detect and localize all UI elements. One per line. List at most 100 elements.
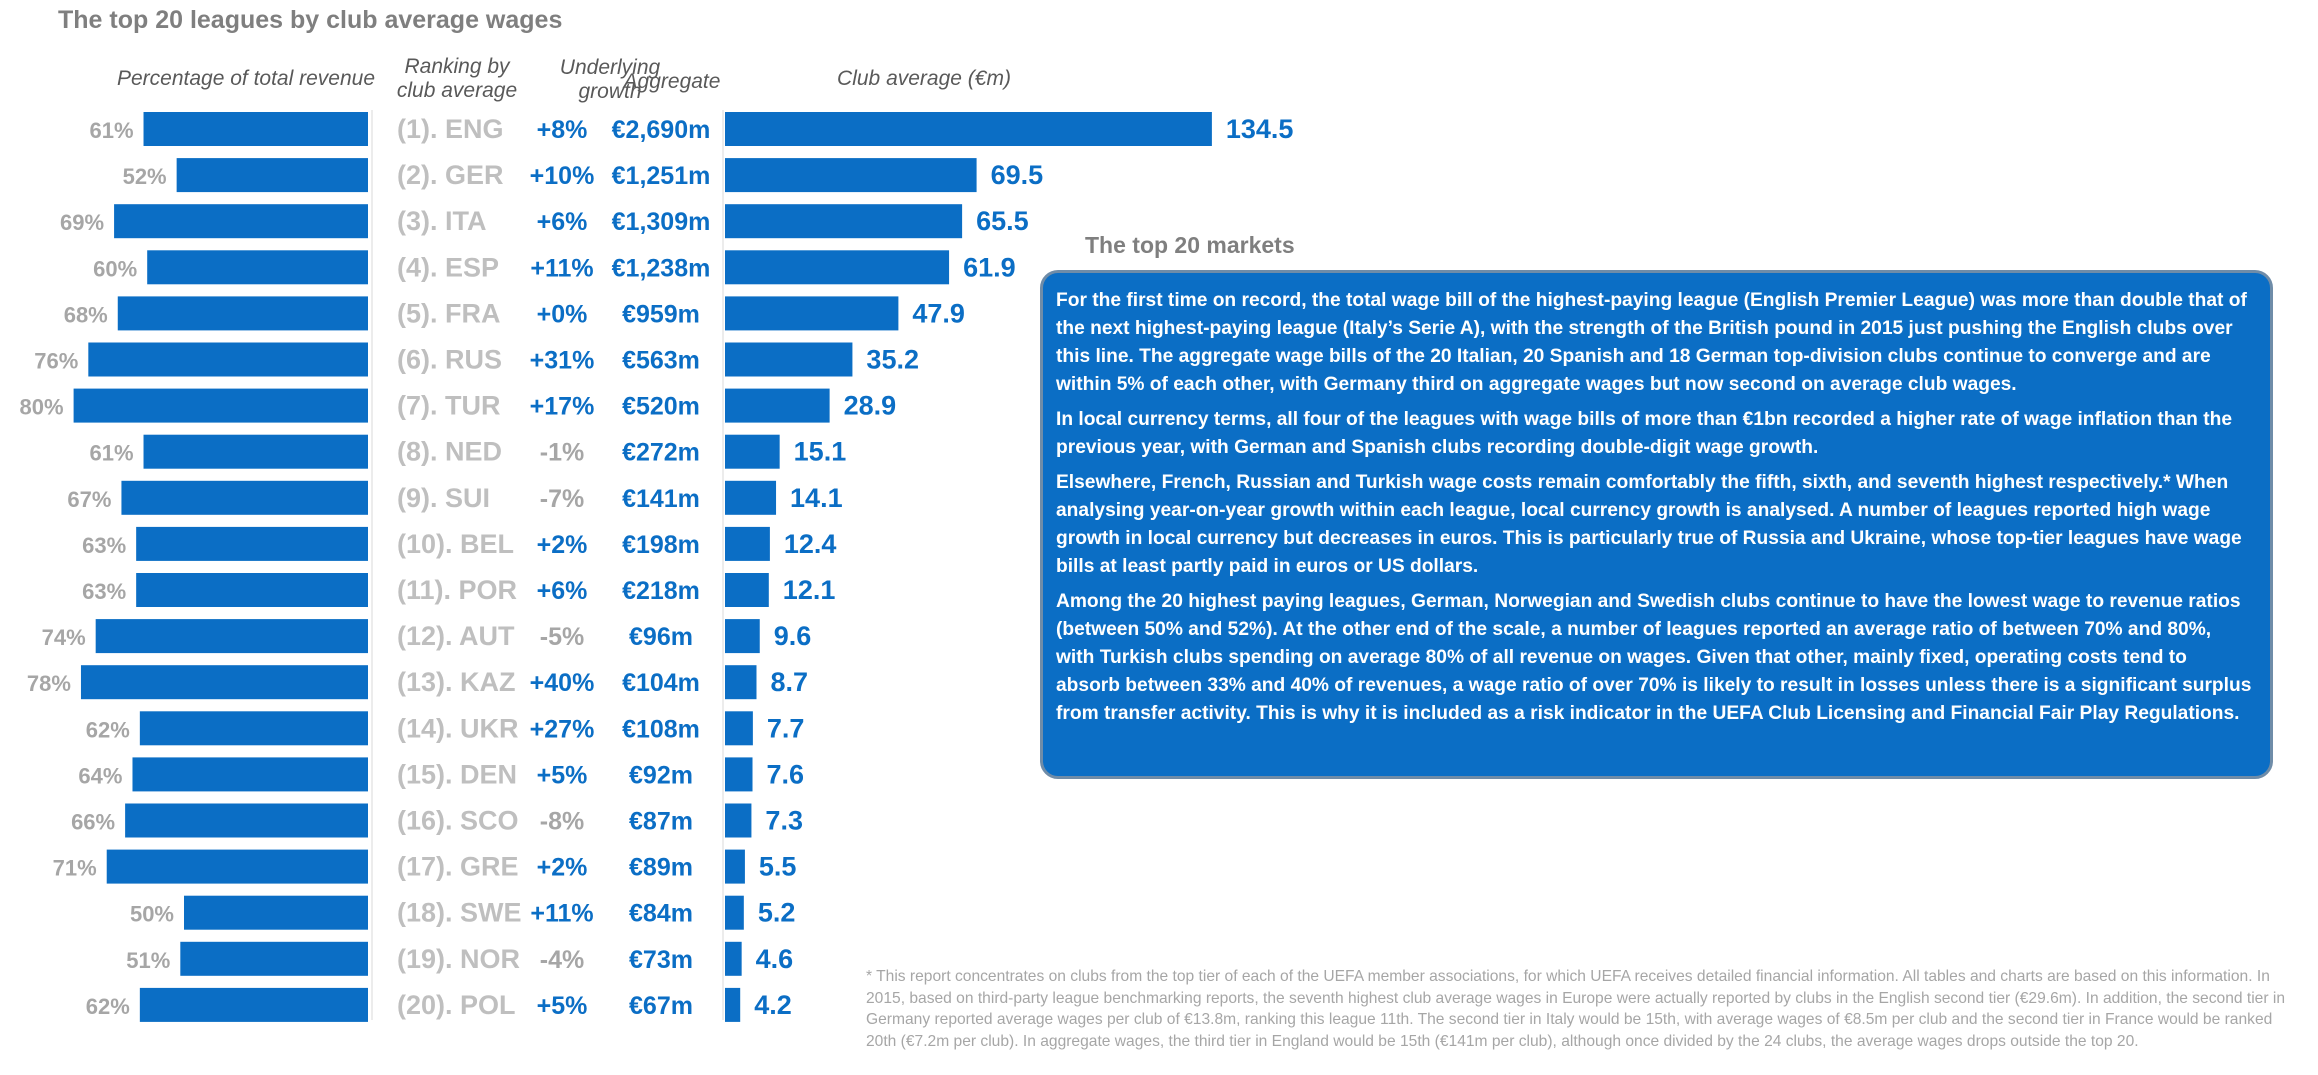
club-average-label: 28.9 bbox=[844, 391, 897, 421]
growth-label: +8% bbox=[537, 116, 588, 144]
chart-title: The top 20 leagues by club average wages bbox=[58, 6, 563, 34]
club-average-bar bbox=[725, 803, 752, 838]
rank-label: (15). DEN bbox=[397, 759, 517, 789]
header-growth: Underlying growth bbox=[554, 56, 666, 104]
aggregate-label: €73m bbox=[629, 946, 693, 974]
club-average-bar bbox=[725, 204, 963, 239]
pct-revenue-bar bbox=[117, 296, 368, 331]
growth-label: -7% bbox=[540, 485, 584, 513]
pct-revenue-bar bbox=[180, 941, 368, 976]
club-average-bar bbox=[725, 849, 745, 884]
aggregate-label: €92m bbox=[629, 761, 693, 789]
rank-label: (19). NOR bbox=[397, 944, 520, 974]
pct-revenue-label: 66% bbox=[71, 810, 115, 835]
club-average-bar bbox=[725, 665, 757, 700]
club-average-bar bbox=[725, 573, 769, 607]
pct-revenue-label: 50% bbox=[130, 902, 174, 927]
aggregate-label: €87m bbox=[629, 808, 693, 836]
club-average-label: 5.2 bbox=[758, 898, 796, 928]
pct-revenue-label: 71% bbox=[53, 856, 97, 881]
pct-revenue-label: 63% bbox=[82, 533, 126, 558]
footnote: * This report concentrates on clubs from… bbox=[866, 968, 2286, 1050]
pct-revenue-bar bbox=[88, 342, 368, 377]
growth-label: +27% bbox=[530, 715, 595, 743]
aggregate-label: €108m bbox=[622, 715, 700, 743]
growth-label: +0% bbox=[537, 300, 588, 328]
pct-revenue-label: 62% bbox=[86, 717, 130, 742]
header-aggregate: Aggregate bbox=[623, 70, 721, 93]
pct-revenue-bar bbox=[139, 711, 368, 746]
pct-revenue-bar bbox=[184, 895, 368, 930]
rank-label: (16). SCO bbox=[397, 806, 519, 836]
growth-label: +2% bbox=[537, 531, 588, 559]
growth-label: +6% bbox=[537, 208, 588, 236]
pct-revenue-label: 60% bbox=[93, 256, 137, 281]
rank-label: (13). KAZ bbox=[397, 667, 516, 697]
markets-text-box: For the first time on record, the total … bbox=[1040, 270, 2273, 779]
pct-revenue-label: 80% bbox=[20, 395, 64, 420]
pct-revenue-bar bbox=[73, 388, 368, 423]
club-average-bar bbox=[725, 434, 780, 469]
aggregate-label: €563m bbox=[622, 347, 700, 375]
aggregate-label: €218m bbox=[622, 577, 700, 605]
pct-revenue-bar bbox=[106, 849, 368, 884]
aggregate-label: €1,238m bbox=[612, 254, 711, 282]
aggregate-label: €1,251m bbox=[612, 162, 711, 190]
pct-revenue-label: 76% bbox=[34, 349, 78, 374]
rank-label: (9). SUI bbox=[397, 483, 490, 513]
club-average-label: 61.9 bbox=[963, 252, 1016, 282]
pct-revenue-label: 62% bbox=[86, 994, 130, 1019]
markets-paragraph-4: Among the 20 highest paying leagues, Ger… bbox=[1056, 591, 2252, 724]
header-ranking-line2: club average bbox=[396, 79, 518, 102]
club-average-label: 47.9 bbox=[912, 298, 965, 328]
rank-label: (20). POL bbox=[397, 990, 516, 1020]
club-average-bar bbox=[725, 526, 770, 561]
club-average-label: 7.7 bbox=[767, 713, 805, 743]
club-average-bar bbox=[725, 757, 753, 792]
growth-label: +5% bbox=[537, 992, 588, 1020]
growth-label: +17% bbox=[530, 393, 595, 421]
markets-paragraph-2: In local currency terms, all four of the… bbox=[1056, 409, 2232, 458]
growth-label: -1% bbox=[540, 439, 584, 467]
rank-label: (17). GRE bbox=[397, 852, 519, 882]
club-average-bar bbox=[725, 342, 853, 377]
pct-revenue-bar bbox=[147, 250, 368, 285]
growth-label: +40% bbox=[530, 669, 595, 697]
rank-label: (6). RUS bbox=[397, 345, 502, 375]
rank-label: (5). FRA bbox=[397, 298, 501, 328]
pct-revenue-bar bbox=[95, 619, 369, 654]
club-average-label: 14.1 bbox=[790, 483, 843, 513]
club-average-bar bbox=[725, 250, 950, 285]
markets-paragraph-3: Elsewhere, French, Russian and Turkish w… bbox=[1056, 472, 2242, 577]
rank-label: (1). ENG bbox=[397, 114, 504, 144]
aggregate-label: €141m bbox=[622, 485, 700, 513]
growth-label: +5% bbox=[537, 761, 588, 789]
rank-label: (7). TUR bbox=[397, 391, 501, 421]
club-average-label: 9.6 bbox=[774, 621, 812, 651]
rank-label: (3). ITA bbox=[397, 206, 487, 236]
pct-revenue-label: 64% bbox=[78, 763, 122, 788]
club-average-label: 5.5 bbox=[759, 852, 797, 882]
club-average-bar bbox=[725, 987, 741, 1022]
club-average-label: 134.5 bbox=[1226, 114, 1294, 144]
growth-label: +6% bbox=[537, 577, 588, 605]
aggregate-label: €96m bbox=[629, 623, 693, 651]
rank-label: (14). UKR bbox=[397, 713, 519, 743]
aggregate-label: €104m bbox=[622, 669, 700, 697]
club-average-label: 65.5 bbox=[976, 206, 1029, 236]
club-average-label: 35.2 bbox=[866, 345, 919, 375]
header-ranking: Ranking by club average bbox=[392, 55, 522, 103]
growth-label: +11% bbox=[530, 900, 593, 928]
header-ranking-line1: Ranking by bbox=[404, 55, 510, 78]
rank-label: (2). GER bbox=[397, 160, 504, 190]
rank-label: (8). NED bbox=[397, 437, 502, 467]
aggregate-label: €1,309m bbox=[612, 208, 711, 236]
club-average-label: 12.4 bbox=[784, 529, 837, 559]
pct-revenue-label: 74% bbox=[42, 625, 86, 650]
pct-revenue-label: 51% bbox=[126, 948, 170, 973]
pct-revenue-bar bbox=[132, 757, 368, 792]
club-average-bar bbox=[725, 112, 1212, 146]
aggregate-label: €272m bbox=[622, 439, 700, 467]
pct-revenue-bar bbox=[143, 112, 368, 146]
